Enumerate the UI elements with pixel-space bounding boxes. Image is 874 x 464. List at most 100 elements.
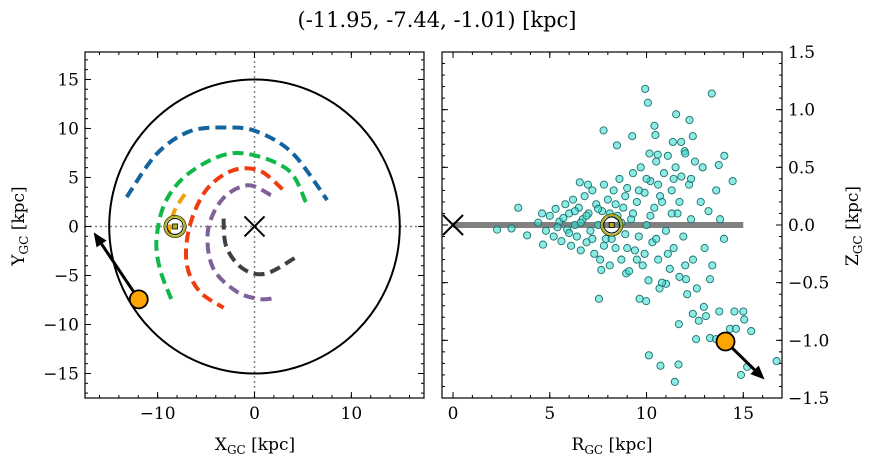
galactic-center-x-marker — [243, 215, 266, 238]
y-tick-label: 10 — [57, 119, 79, 139]
data-point — [644, 351, 653, 360]
plot-area — [442, 84, 781, 386]
data-point — [590, 249, 599, 258]
data-point — [700, 244, 709, 253]
data-point — [630, 246, 639, 255]
data-point — [688, 309, 697, 318]
data-point — [657, 197, 667, 206]
data-point — [623, 184, 632, 193]
data-point — [654, 255, 663, 264]
data-point — [603, 195, 612, 204]
y-tick-label: 0.0 — [788, 216, 815, 236]
data-point — [580, 192, 589, 201]
y-axis-label: YGC [kpc] — [9, 186, 31, 266]
galaxy-boundary-circle — [108, 78, 401, 375]
data-point — [572, 232, 581, 241]
data-point — [663, 249, 672, 258]
data-point — [714, 160, 723, 170]
x-tick-label: 10 — [636, 404, 658, 424]
sun-marker-center — [172, 223, 178, 230]
data-point — [582, 238, 591, 247]
x-tick-label: 15 — [732, 404, 754, 424]
data-point — [715, 307, 724, 316]
data-point — [692, 335, 701, 344]
data-point — [619, 203, 628, 212]
spiral-arm-5 — [166, 193, 187, 236]
y-tick-label: 15 — [57, 70, 79, 90]
data-point — [611, 200, 620, 209]
figure-title: (-11.95, -7.44, -1.01) [kpc] — [298, 8, 577, 32]
x-tick-label: 5 — [544, 404, 555, 424]
data-point — [669, 244, 678, 253]
y-tick-label: −5 — [54, 266, 79, 286]
data-point — [553, 223, 562, 232]
y-tick-label: −1.5 — [788, 389, 829, 409]
velocity-arrow-head — [93, 232, 107, 248]
data-point — [621, 230, 630, 239]
data-point — [628, 132, 637, 141]
data-point — [611, 244, 620, 253]
data-point — [668, 137, 677, 147]
data-point — [731, 324, 740, 333]
x-tick-label: 0 — [249, 404, 260, 424]
data-point — [708, 261, 717, 270]
data-point — [634, 232, 643, 241]
data-point — [686, 215, 696, 224]
data-point — [599, 126, 608, 135]
data-point — [632, 197, 641, 206]
data-point — [674, 360, 683, 369]
data-point — [690, 157, 699, 166]
data-point — [582, 211, 591, 220]
data-point — [675, 272, 684, 281]
data-point — [667, 186, 676, 195]
sun-marker-center — [608, 222, 615, 228]
data-point — [493, 225, 502, 234]
data-point — [641, 84, 650, 93]
spiral-arm-3 — [205, 183, 277, 302]
y-tick-label: −0.5 — [788, 274, 829, 294]
data-point — [632, 255, 641, 264]
data-point — [575, 178, 584, 187]
data-point — [623, 244, 632, 253]
data-point — [538, 240, 548, 249]
data-point — [704, 207, 713, 216]
data-point — [612, 141, 621, 150]
data-point — [625, 267, 634, 276]
data-point — [670, 377, 679, 386]
x-tick-label: 0 — [448, 404, 459, 424]
y-tick-label: 1.5 — [788, 43, 815, 63]
data-point — [628, 209, 638, 218]
spiral-arm-2 — [184, 166, 284, 310]
y-tick-label: 0.5 — [788, 158, 815, 178]
data-point — [665, 264, 674, 273]
y-tick-label: 1.0 — [788, 101, 815, 121]
data-point — [621, 192, 630, 201]
x-tick-label: 10 — [341, 404, 363, 424]
data-point — [638, 261, 647, 270]
velocity-arrow-shaft — [100, 243, 141, 301]
spiral-arm-0 — [124, 125, 329, 202]
data-point — [730, 307, 739, 316]
data-point — [635, 294, 644, 303]
data-point — [657, 278, 667, 287]
sun-marker-inner — [603, 216, 621, 234]
data-point — [628, 169, 638, 178]
data-point — [740, 315, 749, 324]
left-panel-xy: −10 0 10 −15 −10 −5 0 5 10 15 XGC [kpc] YGC [kpc] — [9, 51, 425, 457]
data-point — [588, 186, 597, 195]
x-axis-label: RGC [kpc] — [572, 435, 653, 457]
data-point — [698, 163, 707, 172]
data-point — [646, 211, 655, 220]
data-point — [669, 174, 678, 183]
data-point — [565, 229, 574, 238]
data-point — [686, 174, 696, 183]
y-tick-label: 5 — [68, 168, 79, 188]
data-point — [671, 163, 680, 172]
data-point — [683, 290, 692, 299]
data-point — [643, 98, 652, 107]
data-point — [557, 237, 566, 246]
data-point — [679, 232, 688, 241]
data-point — [640, 249, 649, 258]
data-point — [692, 284, 701, 293]
